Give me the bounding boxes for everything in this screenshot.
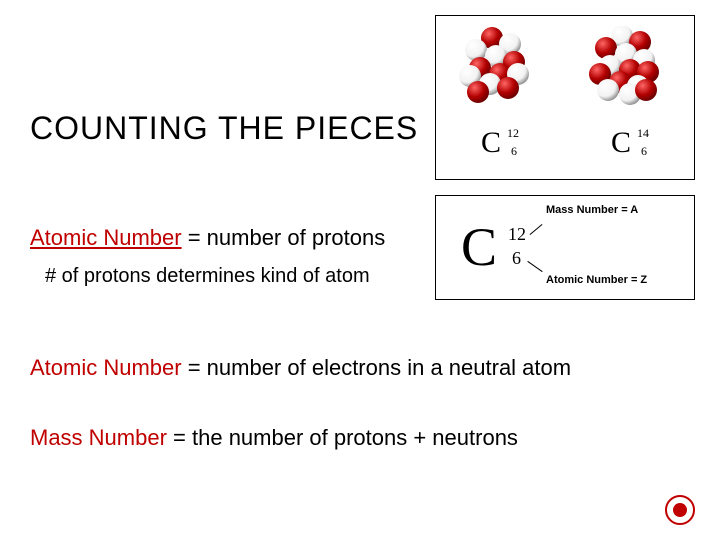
isotopes-panel: C 12 6 C 14 6 <box>435 15 695 180</box>
pointer-line <box>527 261 542 272</box>
definition-atomic-number-sub: # of protons determines kind of atom <box>45 265 370 288</box>
element-symbol: C <box>611 126 631 159</box>
isotope-label-c14: C 14 6 <box>611 126 631 160</box>
element-symbol-large: C <box>461 216 497 278</box>
atomic-number: 6 <box>511 144 517 159</box>
nucleus-c12 <box>456 26 546 116</box>
pointer-line <box>530 224 543 235</box>
term: Mass Number <box>30 425 167 450</box>
def-text: = number of electrons in a neutral atom <box>182 355 572 380</box>
atomic-number-large: 6 <box>512 248 521 269</box>
mass-number: 14 <box>637 126 649 141</box>
definition-atomic-number-electrons: Atomic Number = number of electrons in a… <box>30 355 571 381</box>
slide-title: COUNTING THE PIECES <box>30 110 418 147</box>
definition-mass-number: Mass Number = the number of protons + ne… <box>30 425 518 451</box>
mass-number-large: 12 <box>508 224 526 245</box>
atomic-number-label: Atomic Number = Z <box>546 274 647 286</box>
def-text: = the number of protons + neutrons <box>167 425 518 450</box>
element-symbol: C <box>481 126 501 159</box>
isotope-label-c12: C 12 6 <box>481 126 501 160</box>
definition-atomic-number: Atomic Number = number of protons <box>30 225 385 251</box>
term: Atomic Number <box>30 355 182 380</box>
nucleus-c14 <box>586 26 676 116</box>
mass-number-label: Mass Number = A <box>546 204 638 216</box>
term: Atomic Number <box>30 225 182 250</box>
atomic-number: 6 <box>641 144 647 159</box>
def-text: = number of protons <box>182 225 386 250</box>
notation-panel: Mass Number = A C 12 6 Atomic Number = Z <box>435 195 695 300</box>
target-icon <box>665 495 695 525</box>
mass-number: 12 <box>507 126 519 141</box>
